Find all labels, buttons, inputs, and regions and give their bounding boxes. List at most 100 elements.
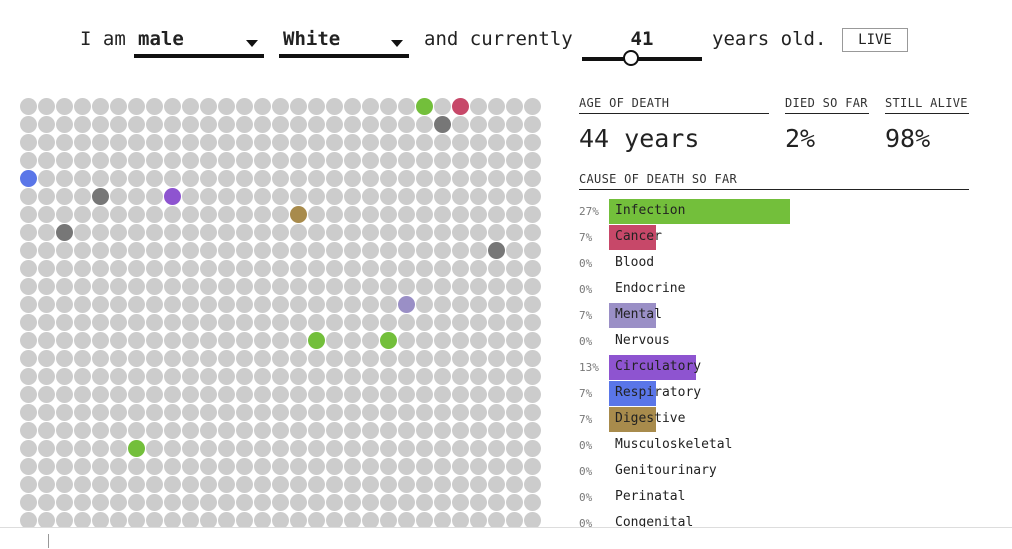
person-dot <box>344 332 361 349</box>
person-dot <box>416 476 433 493</box>
person-dot <box>290 350 307 367</box>
person-dot <box>506 314 523 331</box>
cause-row-endocrine: 0% Endocrine <box>579 276 999 302</box>
cause-bar <box>609 199 790 224</box>
age-slider-track[interactable] <box>582 57 702 61</box>
person-dot <box>344 494 361 511</box>
person-dot <box>92 314 109 331</box>
cause-row-blood: 0% Blood <box>579 250 999 276</box>
cause-percent: 7% <box>579 387 593 400</box>
person-dot <box>128 224 145 241</box>
person-dot <box>344 422 361 439</box>
cause-percent: 0% <box>579 283 593 296</box>
person-dot <box>38 476 55 493</box>
person-dot <box>416 116 433 133</box>
person-dot <box>164 404 181 421</box>
person-dot <box>488 278 505 295</box>
person-dot <box>74 260 91 277</box>
person-dot <box>164 278 181 295</box>
cause-bar <box>609 303 656 328</box>
person-dot <box>110 296 127 313</box>
person-dot <box>380 404 397 421</box>
person-dot <box>434 314 451 331</box>
cause-name: Mental <box>615 307 662 322</box>
person-dot <box>344 512 361 528</box>
person-dot <box>488 494 505 511</box>
person-dot <box>326 512 343 528</box>
race-select[interactable]: White <box>279 26 409 58</box>
person-dot <box>200 134 217 151</box>
person-dot <box>38 260 55 277</box>
person-dot <box>380 188 397 205</box>
person-dot <box>524 152 541 169</box>
cause-percent: 7% <box>579 309 593 322</box>
person-dot <box>470 404 487 421</box>
person-dot <box>506 350 523 367</box>
person-dot <box>146 296 163 313</box>
person-dot <box>218 350 235 367</box>
person-dot <box>128 404 145 421</box>
person-dot <box>344 278 361 295</box>
person-dot <box>164 476 181 493</box>
person-dot <box>74 350 91 367</box>
person-dot <box>110 170 127 187</box>
person-dot <box>506 494 523 511</box>
person-dot <box>74 206 91 223</box>
person-dot <box>92 242 109 259</box>
person-dot <box>452 368 469 385</box>
person-dot <box>326 368 343 385</box>
age-slider[interactable]: 41 <box>582 26 702 66</box>
person-dot <box>506 386 523 403</box>
person-dot <box>416 242 433 259</box>
person-dot <box>128 332 145 349</box>
person-dot <box>434 98 451 115</box>
sex-select[interactable]: male <box>134 26 264 58</box>
person-dot <box>272 260 289 277</box>
person-dot <box>524 386 541 403</box>
age-slider-thumb[interactable] <box>623 50 639 66</box>
person-dot <box>74 440 91 457</box>
person-dot <box>452 512 469 528</box>
person-dot <box>488 224 505 241</box>
person-dot <box>344 368 361 385</box>
person-dot <box>200 458 217 475</box>
person-dot <box>254 188 271 205</box>
person-dot <box>362 422 379 439</box>
person-dot <box>398 368 415 385</box>
died-so-far-value: 2% <box>785 124 816 153</box>
person-dot <box>416 206 433 223</box>
person-dot <box>344 98 361 115</box>
intro-suffix: years old. <box>712 28 827 50</box>
cause-name: Circulatory <box>615 359 702 374</box>
person-dot <box>128 296 145 313</box>
person-dot <box>20 152 37 169</box>
person-dot <box>362 332 379 349</box>
person-dot <box>524 278 541 295</box>
live-button[interactable]: LIVE <box>842 28 908 52</box>
person-dot <box>290 116 307 133</box>
person-dot <box>128 188 145 205</box>
person-dot <box>218 404 235 421</box>
person-dot <box>200 98 217 115</box>
person-dot <box>272 512 289 528</box>
person-dot <box>92 296 109 313</box>
person-dot <box>236 206 253 223</box>
person-dot <box>470 242 487 259</box>
person-dot <box>524 134 541 151</box>
person-dot <box>362 260 379 277</box>
cause-name: Infection <box>615 203 686 218</box>
person-dot <box>182 422 199 439</box>
person-dot <box>290 440 307 457</box>
person-dot <box>200 242 217 259</box>
person-dot <box>20 260 37 277</box>
person-dot <box>164 386 181 403</box>
person-dot <box>380 170 397 187</box>
person-dot <box>254 314 271 331</box>
person-dot <box>110 188 127 205</box>
person-dot <box>452 386 469 403</box>
person-dot <box>146 188 163 205</box>
person-dot <box>146 224 163 241</box>
cause-percent: 0% <box>579 439 593 452</box>
person-dot <box>56 458 73 475</box>
person-dot <box>344 296 361 313</box>
